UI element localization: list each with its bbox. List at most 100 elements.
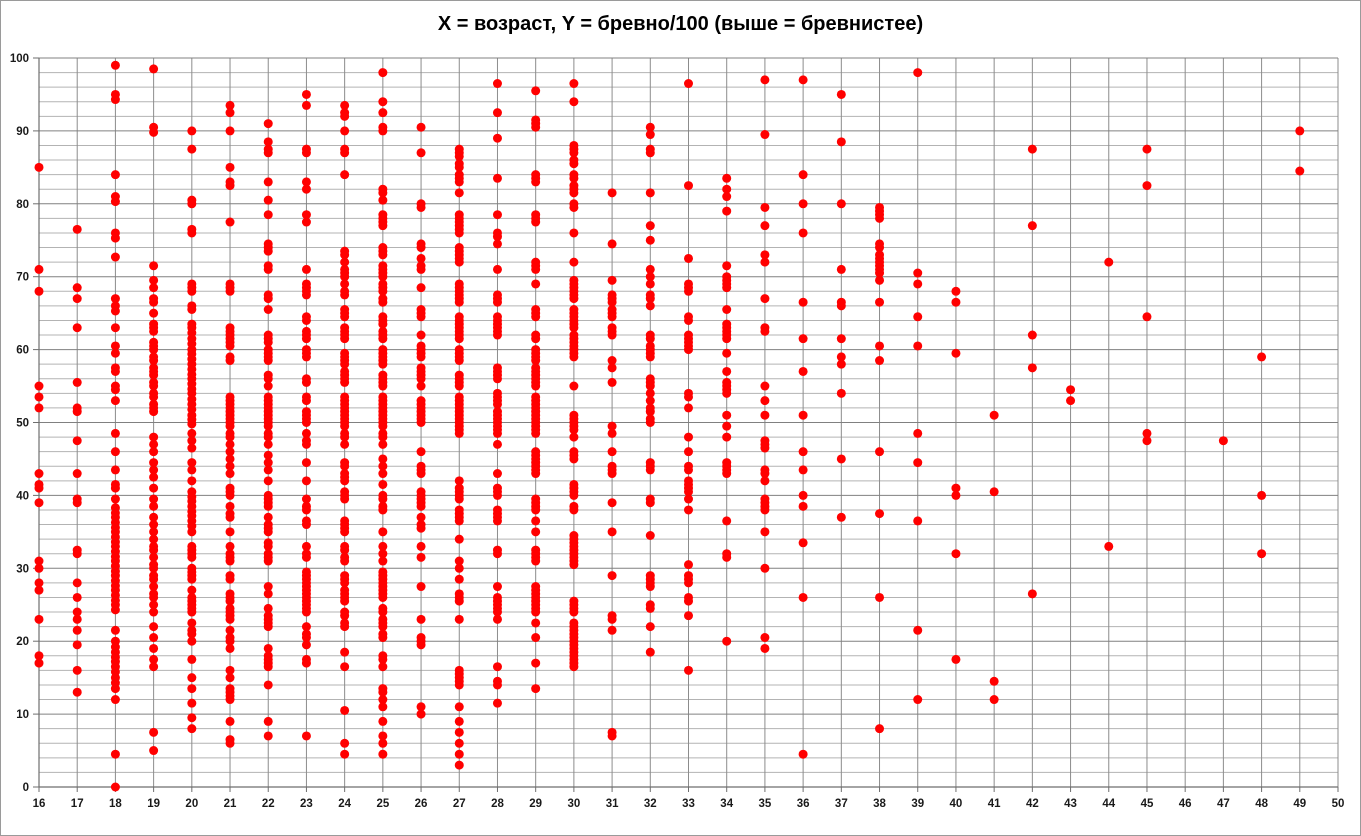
data-point: [798, 170, 808, 180]
data-point: [607, 498, 617, 508]
data-point: [301, 622, 311, 632]
data-point: [1027, 221, 1037, 231]
data-point: [263, 603, 273, 613]
data-point: [722, 410, 732, 420]
data-point: [684, 403, 693, 413]
data-point: [531, 684, 541, 694]
data-point: [492, 428, 502, 438]
data-point: [569, 607, 579, 617]
data-point: [340, 377, 350, 387]
data-point: [722, 552, 732, 562]
data-point: [416, 614, 426, 624]
data-point: [225, 673, 235, 683]
data-point: [263, 439, 273, 449]
data-point: [72, 294, 82, 304]
data-point: [760, 326, 770, 336]
data-point: [110, 197, 120, 207]
data-point: [72, 578, 82, 588]
data-point: [378, 695, 388, 705]
data-point: [416, 469, 426, 479]
data-point: [72, 283, 82, 293]
data-point: [645, 279, 655, 289]
data-point: [607, 625, 617, 635]
svg-text:90: 90: [16, 126, 29, 138]
data-point: [760, 202, 770, 212]
data-point: [645, 530, 655, 540]
data-point: [378, 108, 388, 118]
data-point: [1257, 352, 1267, 362]
data-point: [149, 465, 159, 475]
data-point: [263, 246, 273, 256]
data-point: [531, 86, 541, 96]
data-point: [531, 177, 541, 187]
data-point: [378, 454, 388, 464]
data-point: [531, 312, 541, 322]
data-point: [760, 294, 770, 304]
data-point: [645, 148, 655, 158]
data-point: [913, 516, 923, 526]
data-point: [492, 239, 502, 249]
data-point: [722, 469, 732, 479]
data-point: [149, 458, 159, 468]
data-point: [263, 622, 273, 632]
data-point: [149, 494, 159, 504]
data-point: [340, 126, 350, 136]
data-point: [454, 680, 464, 690]
data-point: [416, 264, 426, 274]
data-point: [684, 253, 693, 263]
data-point: [798, 410, 808, 420]
data-point: [722, 305, 732, 315]
svg-text:46: 46: [1179, 798, 1192, 810]
data-point: [301, 658, 311, 668]
data-point: [149, 643, 159, 653]
data-point: [378, 749, 388, 759]
data-point: [569, 294, 579, 304]
data-point: [225, 556, 235, 566]
data-point: [492, 490, 502, 500]
data-point: [1104, 541, 1114, 551]
data-point: [34, 498, 44, 508]
data-point: [187, 724, 197, 734]
data-point: [263, 305, 273, 315]
data-point: [798, 538, 808, 548]
data-point: [340, 662, 350, 672]
data-point: [569, 454, 579, 464]
data-point: [569, 490, 579, 500]
data-point: [340, 527, 350, 537]
data-point: [301, 494, 311, 504]
data-point: [454, 297, 464, 307]
data-point: [722, 261, 732, 271]
data-point: [378, 633, 388, 643]
data-point: [263, 680, 273, 690]
data-point: [722, 636, 732, 646]
data-point: [684, 345, 693, 355]
data-point: [225, 716, 235, 726]
data-point: [913, 312, 923, 322]
data-point: [149, 622, 159, 632]
data-point: [72, 665, 82, 675]
data-point: [187, 428, 197, 438]
data-point: [378, 687, 388, 697]
data-point: [1142, 181, 1152, 191]
data-point: [187, 419, 197, 429]
data-point: [492, 614, 502, 624]
data-point: [645, 498, 655, 508]
data-point: [340, 432, 350, 442]
data-point: [416, 512, 426, 522]
data-point: [454, 716, 464, 726]
data-point: [645, 352, 655, 362]
data-point: [187, 654, 197, 664]
data-point: [340, 611, 350, 621]
data-point: [836, 359, 846, 369]
data-point: [110, 95, 120, 105]
data-point: [301, 541, 311, 551]
data-point: [492, 374, 502, 384]
data-point: [645, 264, 655, 274]
data-point: [110, 782, 120, 792]
data-point: [951, 490, 961, 500]
data-point: [34, 651, 44, 661]
data-point: [72, 323, 82, 333]
data-point: [110, 483, 120, 493]
data-point: [798, 75, 808, 85]
data-point: [263, 716, 273, 726]
